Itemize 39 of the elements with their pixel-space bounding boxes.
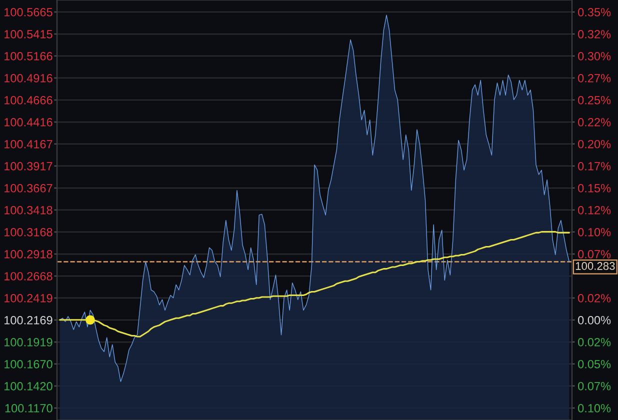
y-tick-label: 100.2668 [4, 272, 52, 280]
y2-tick-label: 0.07% [578, 250, 611, 258]
y2-tick-label: 0.20% [578, 140, 611, 148]
y2-tick-label: 0.22% [578, 118, 611, 126]
y-tick-label: 100.1170 [5, 404, 52, 412]
ref-line-label: 100.283 [576, 262, 615, 270]
y2-tick-label: 0.17% [578, 162, 611, 170]
y2-tick-label: 0.12% [578, 206, 611, 214]
y-tick-label: 100.1420 [4, 382, 52, 390]
y-tick-label: 100.4167 [4, 140, 52, 148]
y2-tick-label: 0.07% [578, 382, 611, 390]
y2-tick-label: 0.00% [578, 316, 611, 324]
y2-tick-label: 0.02% [578, 294, 611, 302]
y-tick-label: 100.2419 [4, 294, 52, 302]
y2-tick-label: 0.05% [578, 360, 611, 368]
y2-tick-label: 0.10% [578, 228, 611, 236]
y-tick-label: 100.4416 [4, 118, 52, 126]
y2-tick-label: 0.02% [578, 338, 611, 346]
y2-tick-label: 0.32% [578, 30, 611, 38]
y-tick-label: 100.2169 [4, 316, 52, 324]
y-tick-label: 100.2918 [4, 250, 52, 258]
y2-tick-label: 0.27% [578, 74, 611, 82]
y-tick-label: 100.5166 [4, 52, 52, 60]
line-series [59, 231, 570, 338]
y-tick-label: 100.3418 [4, 206, 52, 214]
y2-tick-label: 0.25% [578, 96, 611, 104]
y-tick-label: 100.3667 [4, 184, 52, 192]
y-tick-label: 100.1670 [4, 360, 52, 368]
y-tick-label: 100.3168 [4, 228, 52, 236]
y-tick-label: 100.1919 [4, 338, 52, 346]
y-tick-label: 100.4666 [4, 96, 52, 104]
y2-tick-label: 0.10% [578, 404, 611, 412]
y2-tick-label: 0.15% [578, 184, 611, 192]
y-tick-label: 100.4916 [4, 74, 52, 82]
y2-tick-label: 0.30% [578, 52, 611, 60]
y-tick-label: 100.3917 [4, 162, 52, 170]
y2-tick-label: 0.35% [578, 8, 611, 16]
y-tick-label: 100.5415 [4, 30, 52, 38]
y-tick-label: 100.5665 [4, 8, 52, 16]
